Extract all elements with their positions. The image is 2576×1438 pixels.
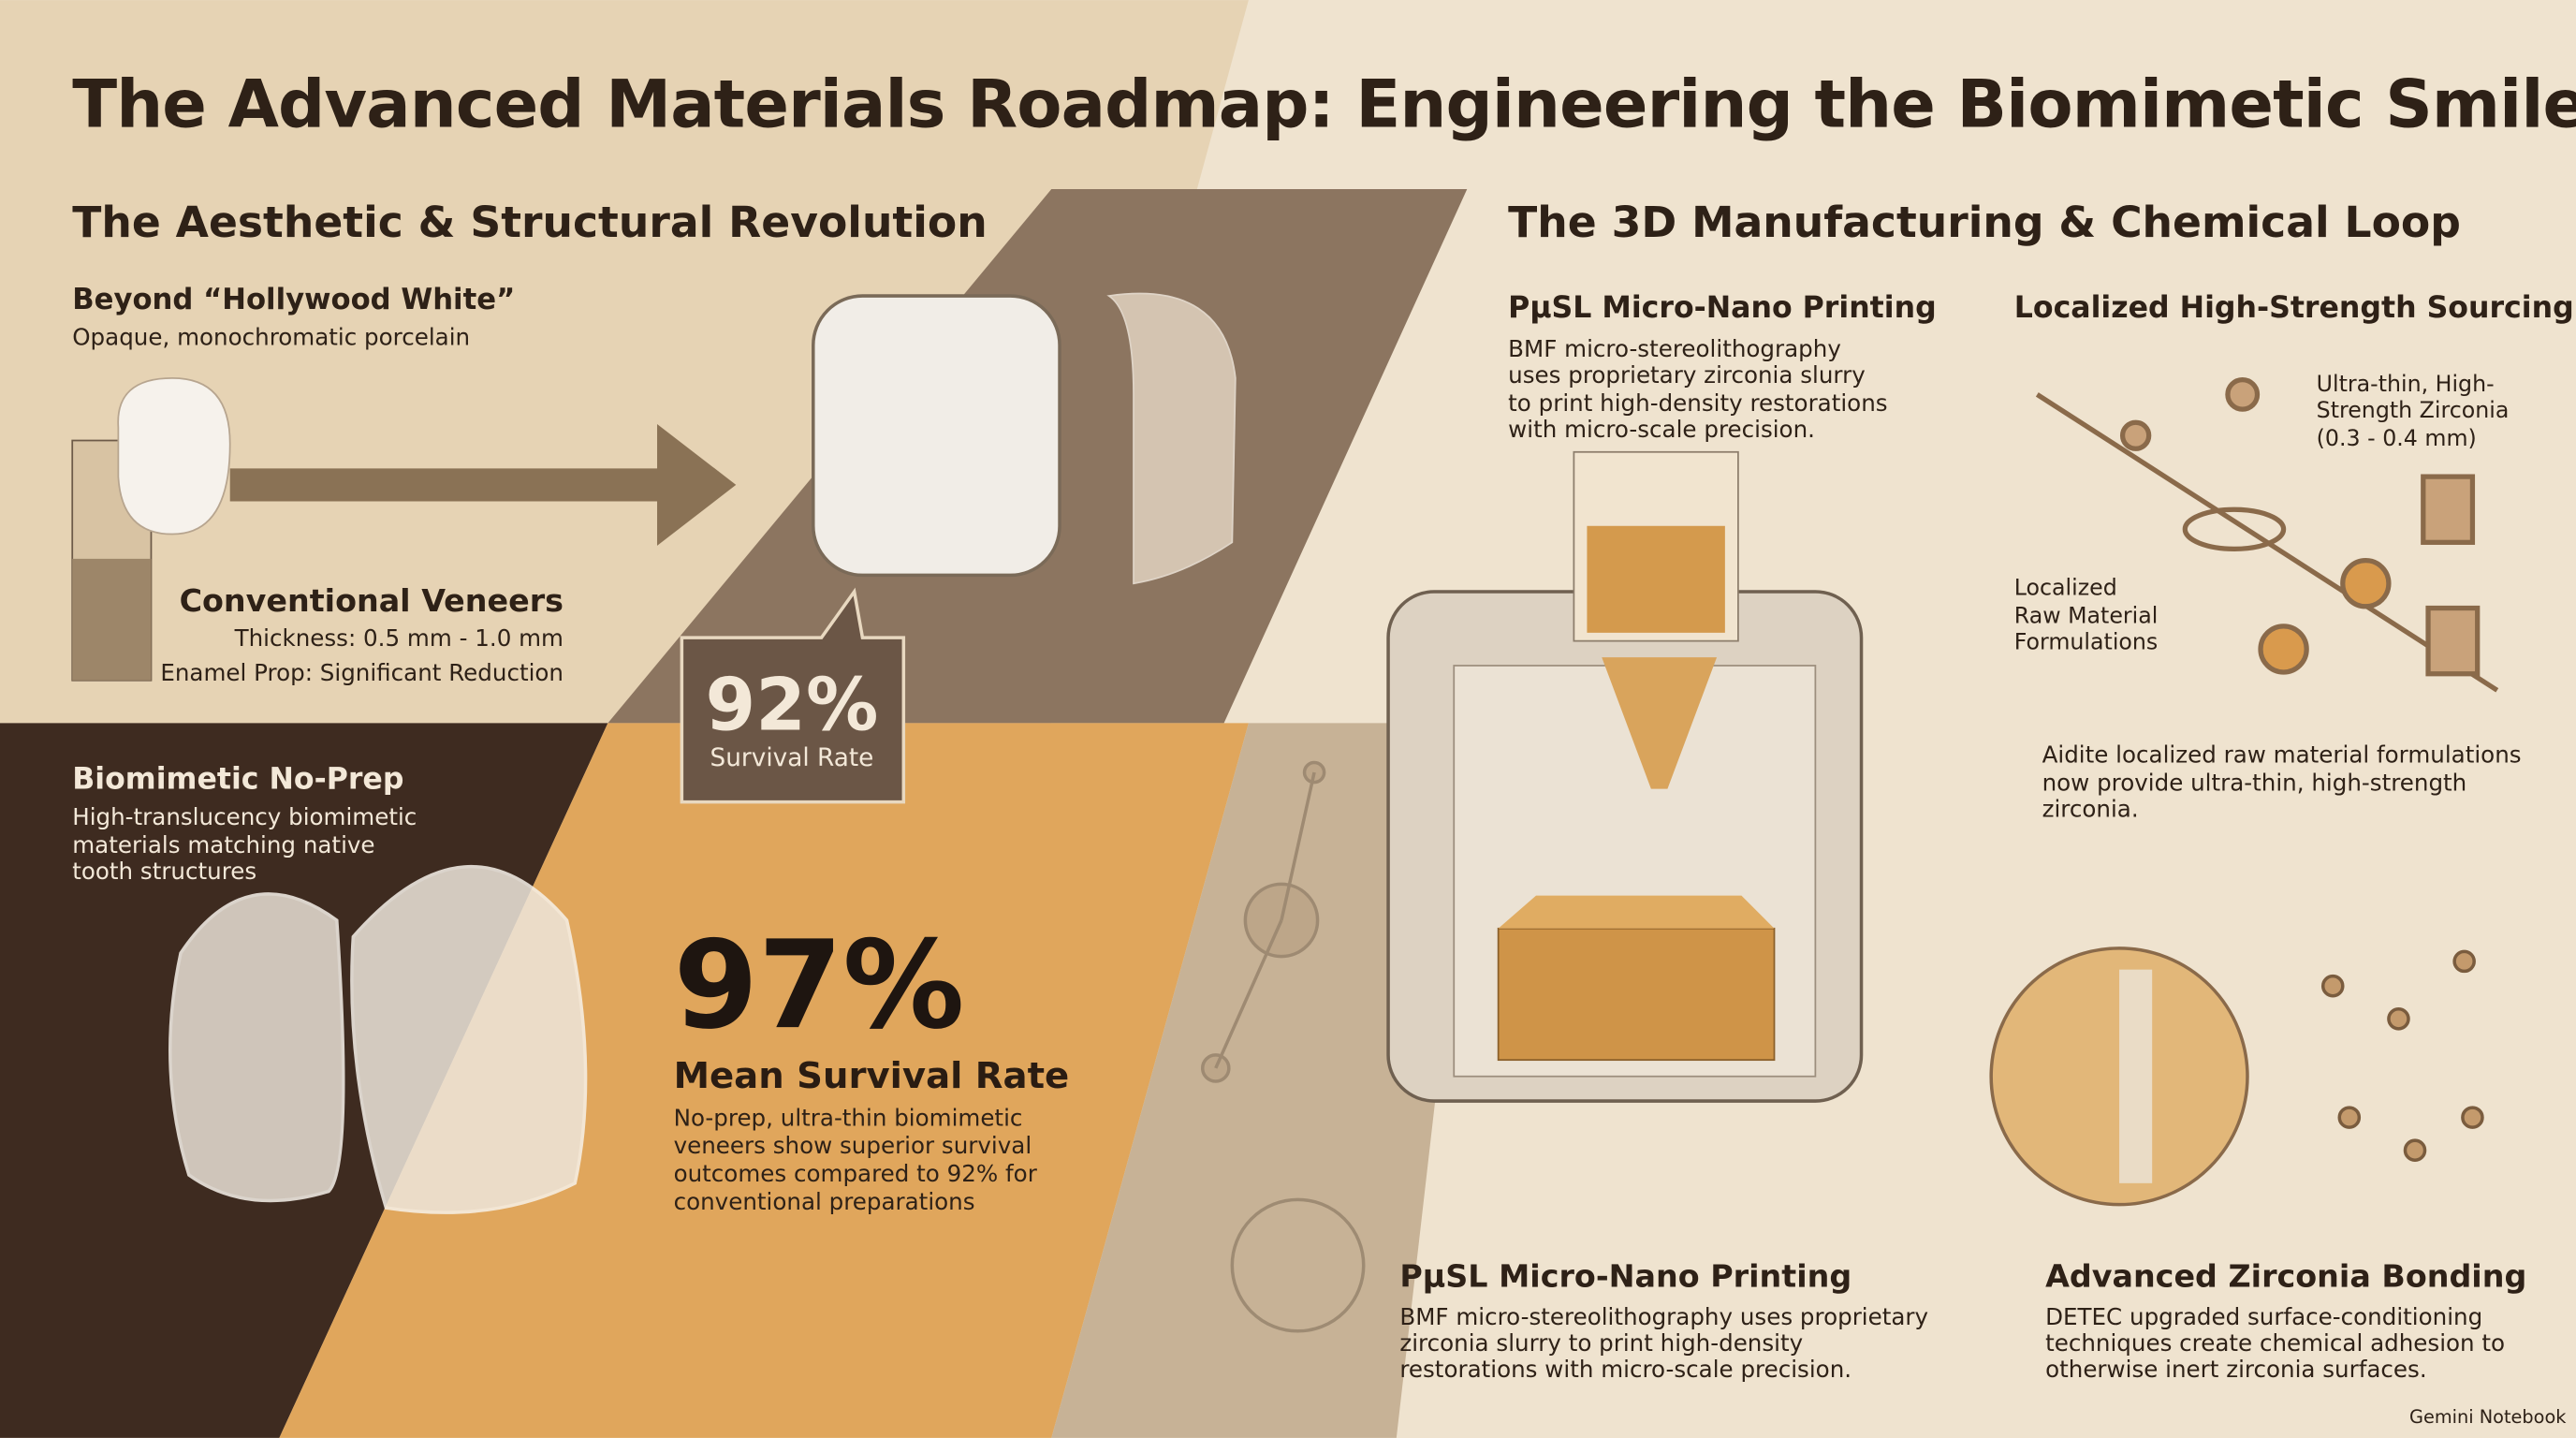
atom: [2452, 949, 2476, 974]
body-text: zirconia.: [2042, 795, 2139, 822]
bond-layer: [2119, 969, 2153, 1183]
body-text: now provide ultra-thin, high-strength: [2042, 769, 2467, 796]
body-text: tooth structures: [72, 858, 256, 885]
stat-label: Mean Survival Rate: [674, 1055, 1070, 1097]
resin: [1587, 525, 1725, 633]
subheading: PμSL Micro-Nano Printing: [1508, 291, 1937, 325]
sourcing-illustration: [2035, 376, 2499, 693]
body-text: BMF micro-stereolithography uses proprie…: [1399, 1303, 1928, 1330]
printer-illustration: [1386, 450, 1864, 1103]
atom: [2387, 1007, 2410, 1031]
body-text: otherwise inert zirconia surfaces.: [2045, 1356, 2427, 1383]
body-text: restorations with micro-scale precision.: [1399, 1356, 1852, 1383]
arrow: [229, 423, 737, 546]
body-text: with micro-scale precision.: [1508, 416, 1815, 443]
subheading: Beyond “Hollywood White”: [72, 283, 515, 316]
bond: [1214, 919, 1283, 1069]
veneer-shell: [1106, 292, 1237, 585]
bonding-illustration: [1989, 946, 2484, 1207]
cylinder: [2425, 605, 2481, 677]
bond: [1280, 771, 1316, 921]
body-text: Opaque, monochromatic porcelain: [72, 324, 470, 351]
chain-link: [2182, 506, 2287, 551]
body-text: veneers show superior survival: [674, 1132, 1032, 1159]
callout: (0.3 - 0.4 mm): [2317, 425, 2477, 451]
subheading: Biomimetic No-Prep: [72, 763, 403, 797]
body-text: to print high-density restorations: [1508, 389, 1887, 417]
body-text: techniques create chemical adhesion to: [2045, 1329, 2505, 1357]
callout: Strength Zirconia: [2317, 397, 2510, 423]
section-heading: The 3D Manufacturing & Chemical Loop: [1508, 198, 2461, 247]
cylinder: [2421, 474, 2476, 545]
cube-illustration: [812, 294, 1061, 578]
atom: [2403, 1138, 2427, 1162]
stat-label: Survival Rate: [710, 744, 874, 772]
stat-value: 97%: [674, 914, 965, 1056]
atom: [2461, 1106, 2484, 1129]
molecule-panel: [1051, 723, 1479, 1438]
body-text: Thickness: 0.5 mm - 1.0 mm: [234, 624, 564, 652]
page-title: The Advanced Materials Roadmap: Engineer…: [72, 66, 2576, 142]
subheading: Localized High-Strength Sourcing: [2014, 291, 2574, 325]
callout: Ultra-thin, High-: [2317, 371, 2495, 397]
molecule-decoration: [1200, 760, 1366, 1333]
ruler-fill: [72, 558, 152, 681]
callout: Formulations: [2014, 628, 2159, 654]
subheading: PμSL Micro-Nano Printing: [1399, 1257, 1852, 1294]
veneer-illustration: [168, 865, 588, 1214]
body-text: zirconia slurry to print high-density: [1399, 1329, 1803, 1357]
body-text: uses proprietary zirconia slurry: [1508, 361, 1866, 389]
orange-panel: [279, 723, 1249, 1438]
atom: [2337, 1106, 2362, 1129]
subheading: Conventional Veneers: [180, 582, 564, 619]
veneer: [350, 865, 588, 1214]
footer-brand: Gemini Notebook: [2409, 1406, 2567, 1428]
body-text: outcomes compared to 92% for: [674, 1160, 1038, 1187]
callout: Localized: [2014, 574, 2117, 600]
ring: [1230, 1197, 1366, 1333]
molecules: [2320, 949, 2484, 1162]
map-pin: [2225, 376, 2261, 412]
section-heading: The Aesthetic & Structural Revolution: [72, 198, 987, 247]
body-text: High-translucency biomimetic: [72, 803, 417, 830]
body-text: BMF micro-stereolithography: [1508, 335, 1841, 362]
block-top: [1498, 895, 1775, 929]
callout: Raw Material: [2014, 602, 2159, 628]
atom: [2320, 974, 2345, 998]
body-text: Enamel Prop: Significant Reduction: [160, 659, 564, 686]
flask: [2258, 624, 2309, 675]
body-text: materials matching native: [72, 831, 374, 858]
veneer: [168, 892, 345, 1203]
map-pin: [2119, 419, 2152, 451]
subheading: Advanced Zirconia Bonding: [2045, 1257, 2526, 1294]
printed-block: [1497, 927, 1776, 1062]
stat-badge: 92% Survival Rate: [680, 587, 906, 804]
nozzle: [1602, 657, 1718, 789]
body-text: conventional preparations: [674, 1188, 975, 1215]
body-text: No-prep, ultra-thin biomimetic: [674, 1104, 1023, 1131]
flask: [2340, 558, 2392, 609]
tooth-illustration: [117, 376, 231, 536]
stat-value: 92%: [706, 663, 879, 747]
body-text: Aidite localized raw material formulatio…: [2042, 741, 2522, 769]
badge-shape: [680, 587, 906, 804]
body-text: DETEC upgraded surface-conditioning: [2045, 1303, 2482, 1330]
